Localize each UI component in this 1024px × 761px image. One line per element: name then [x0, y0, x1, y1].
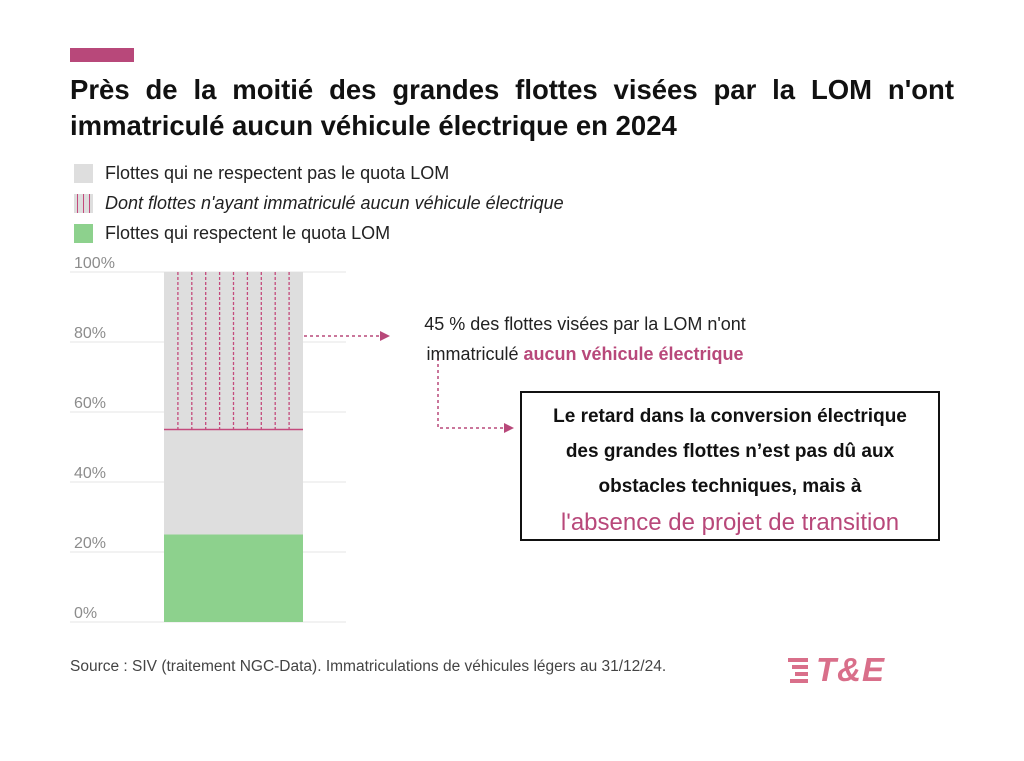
logo: T&E	[786, 650, 885, 690]
legend-label: Dont flottes n'ayant immatriculé aucun v…	[105, 192, 564, 213]
y-axis-ticks: 0% 20% 40% 60% 80% 100%	[74, 255, 115, 622]
annotation-text: 45 % des flottes visées par la LOM n'ont…	[395, 309, 775, 369]
legend-label: Flottes qui respectent le quota LOM	[105, 222, 391, 243]
annotation-line-2: immatriculé aucun véhicule électrique	[395, 339, 775, 369]
y-tick-label: 0%	[74, 605, 97, 622]
callout-line-1: Le retard dans la conversion électrique	[553, 406, 907, 427]
legend-item-no-ev: Dont flottes n'ayant immatriculé aucun v…	[74, 188, 564, 218]
y-tick-label: 80%	[74, 325, 106, 342]
speed-lines-icon	[788, 658, 808, 683]
logo-text: T&E	[816, 651, 885, 688]
callout-line-2: des grandes flottes n’est pas dû aux	[565, 441, 895, 462]
legend-item-compliant: Flottes qui respectent le quota LOM	[74, 218, 564, 248]
callout-highlight: l'absence de projet de transition	[560, 509, 900, 536]
annotation-line-1: 45 % des flottes visées par la LOM n'ont	[424, 314, 746, 334]
accent-bar	[70, 48, 134, 62]
bar-segment-1	[164, 429, 303, 535]
legend-swatch-grey	[74, 163, 93, 183]
y-tick-label: 40%	[74, 465, 106, 482]
source-note: Source : SIV (traitement NGC-Data). Imma…	[70, 658, 667, 675]
legend-item-non-compliant: Flottes qui ne respectent pas le quota L…	[74, 158, 564, 188]
bar-segment-2	[164, 272, 303, 430]
chart-title: Près de la moitié des grandes flottes vi…	[70, 74, 954, 141]
annotation-arrows	[304, 331, 514, 433]
legend: Flottes qui ne respectent pas le quota L…	[74, 158, 564, 248]
bar-segment-0	[164, 534, 303, 622]
bar-stack	[164, 272, 303, 622]
y-tick-label: 100%	[74, 255, 115, 272]
y-tick-label: 20%	[74, 535, 106, 552]
callout-box: Le retard dans la conversion électrique …	[520, 391, 940, 541]
legend-label: Flottes qui ne respectent pas le quota L…	[105, 162, 450, 183]
annotation-arrow-down	[437, 352, 514, 433]
legend-swatch-hatch	[74, 193, 93, 213]
callout-line-3: obstacles techniques, mais à	[598, 476, 862, 497]
annotation-prefix: immatriculé	[426, 344, 524, 364]
annotation-highlight: aucun véhicule électrique	[523, 344, 744, 364]
legend-swatch-green	[74, 223, 93, 243]
y-tick-label: 60%	[74, 395, 106, 412]
